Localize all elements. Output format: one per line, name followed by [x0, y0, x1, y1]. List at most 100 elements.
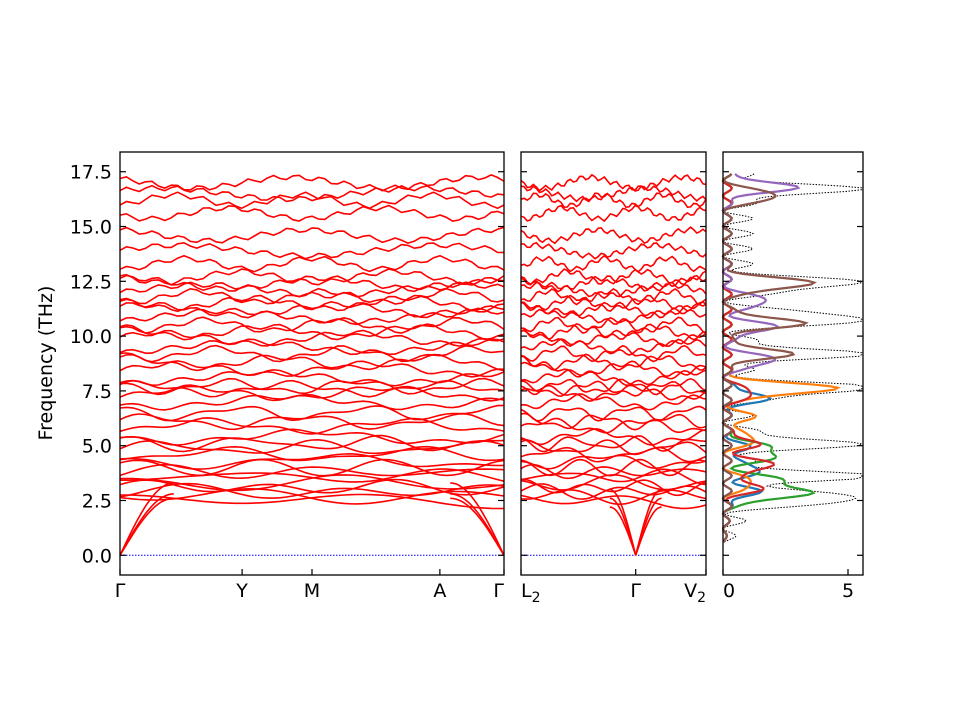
phonon-band [520, 435, 707, 453]
phonon-band [520, 287, 707, 306]
y-tick-label: 17.5 [70, 162, 112, 184]
k-point-label: Γ [493, 580, 504, 602]
y-tick-label: 12.5 [70, 271, 112, 293]
phonon-band [120, 468, 505, 483]
phonon-band [520, 254, 707, 273]
k-point-label: Γ [115, 580, 126, 602]
phonon-band [520, 268, 707, 286]
phonon-band [119, 344, 505, 363]
phonon-band [520, 412, 707, 431]
phonon-band [521, 428, 707, 446]
phonon-band [119, 384, 505, 402]
x-tick-label: 0 [723, 580, 735, 602]
y-tick-label: 5.0 [82, 436, 112, 458]
phonon-band [119, 174, 505, 192]
phonon-band [520, 185, 707, 203]
y-tick-label: 15.0 [70, 217, 112, 239]
dos-panel-frame [722, 151, 864, 576]
phonon-band [119, 191, 505, 210]
phonon-band [520, 446, 707, 463]
acoustic-band [119, 482, 174, 556]
phonon-band [119, 368, 505, 387]
band-panel-1: 0.0 2.5 5.0 7.5 10.0 12.5 15.0 17.5 Γ Y M A Γ [70, 151, 505, 602]
acoustic-band [609, 506, 637, 556]
phonon-band [119, 377, 505, 396]
phonon-band [119, 281, 505, 299]
k-point-label: L2 [521, 580, 541, 606]
phonon-band [520, 192, 707, 209]
acoustic-band [119, 497, 174, 556]
band-panel-frame [520, 151, 707, 576]
phonon-band [119, 338, 505, 356]
phonon-band [119, 404, 505, 422]
phonon-band [520, 417, 707, 434]
phonon-band [520, 377, 707, 396]
k-point-label: A [433, 580, 446, 602]
phonon-band [119, 226, 505, 245]
phonon-band [520, 393, 707, 411]
phonon-band [119, 268, 505, 286]
phonon-band [120, 493, 504, 510]
y-tick-label: 0.0 [82, 545, 112, 567]
phonon-band [520, 353, 707, 371]
phonon-band [520, 494, 707, 510]
phonon-band [119, 452, 505, 470]
phonon-band [119, 241, 505, 260]
phonon-band [119, 428, 505, 446]
phonon-band [520, 274, 707, 293]
phonon-band [520, 369, 707, 387]
phonon-band [520, 307, 707, 325]
phonon-band [520, 241, 707, 260]
phonon-band [520, 458, 707, 477]
phonon-band [520, 226, 707, 245]
phonon-band [119, 412, 505, 431]
phonon-band [119, 323, 505, 341]
phonon-band [119, 458, 505, 477]
phonon-band [119, 307, 505, 326]
k-point-label: M [304, 580, 320, 602]
y-tick-label: 2.5 [82, 490, 112, 512]
phonon-band [520, 384, 707, 402]
phonon-band [520, 323, 707, 341]
phonon-band [119, 274, 505, 293]
phonon-band [119, 294, 505, 313]
phonon-band [119, 204, 505, 223]
x-tick-label: 5 [842, 580, 854, 602]
dos-total-line [721, 173, 864, 543]
phonon-band [520, 301, 707, 319]
phonon-band [119, 316, 505, 334]
k-point-label: Y [235, 580, 248, 602]
band-panel-2: L2 Γ V2 [520, 151, 707, 606]
phonon-band [119, 287, 505, 305]
phonon-band [119, 393, 505, 411]
phonon-band [119, 254, 505, 273]
phonon-band [119, 329, 505, 347]
phonon-band [520, 463, 707, 480]
y-tick-label: 10.0 [70, 326, 112, 348]
phonon-band [520, 360, 707, 378]
phonon-band [520, 173, 707, 192]
phonon-band [520, 405, 707, 422]
k-point-label: V2 [684, 580, 706, 606]
phonon-band [119, 478, 505, 496]
phonon-band [520, 204, 707, 223]
k-point-label: Γ [630, 580, 641, 602]
acoustic-band [634, 506, 662, 556]
phonon-band [520, 329, 707, 348]
acoustic-band [450, 482, 505, 556]
acoustic-band [450, 497, 505, 556]
phonon-band [520, 489, 707, 506]
phonon-band [520, 380, 707, 398]
phonon-band [119, 379, 505, 398]
phonon-band [520, 338, 707, 356]
y-axis-label: Frequency (THz) [35, 286, 57, 441]
phonon-band [521, 316, 707, 334]
phonon-band [119, 360, 505, 378]
phonon-band [119, 438, 505, 455]
phonon-band [119, 463, 505, 480]
dos-partial-line [721, 173, 817, 543]
phonon-band [119, 417, 505, 435]
y-tick-label: 7.5 [82, 381, 112, 403]
